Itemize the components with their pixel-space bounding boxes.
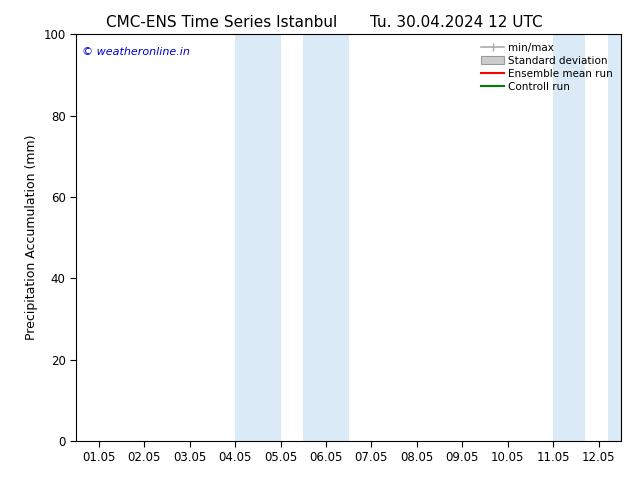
Bar [607,34,634,441]
Bar [235,34,280,441]
Y-axis label: Precipitation Accumulation (mm): Precipitation Accumulation (mm) [25,135,38,341]
Legend: min/max, Standard deviation, Ensemble mean run, Controll run: min/max, Standard deviation, Ensemble me… [478,40,616,95]
Text: © weatheronline.in: © weatheronline.in [82,47,190,56]
Bar [553,34,585,441]
Text: Tu. 30.04.2024 12 UTC: Tu. 30.04.2024 12 UTC [370,15,543,30]
Bar [303,34,349,441]
Text: CMC-ENS Time Series Istanbul: CMC-ENS Time Series Istanbul [107,15,337,30]
